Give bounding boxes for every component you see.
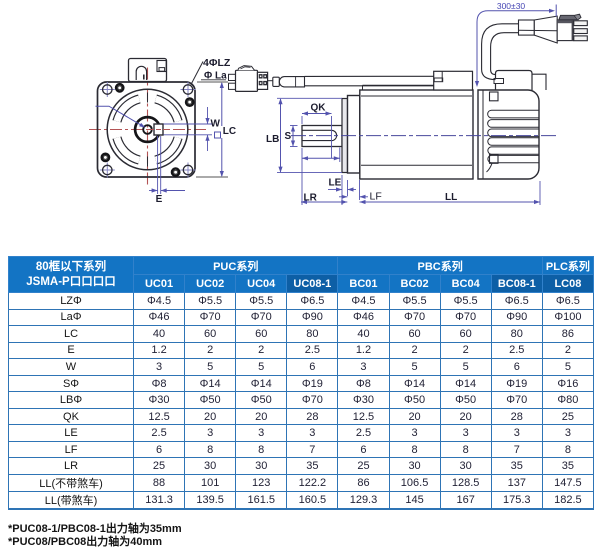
svg-text:300±30: 300±30 — [497, 1, 526, 11]
svg-text:LF: LF — [370, 191, 382, 203]
svg-text:S: S — [285, 131, 292, 142]
svg-text:E: E — [156, 194, 163, 205]
svg-text:4ΦLZ: 4ΦLZ — [203, 57, 231, 69]
svg-text:W: W — [211, 119, 221, 130]
svg-text:LL: LL — [445, 192, 457, 203]
svg-text:LB: LB — [266, 134, 279, 145]
svg-text:Φ La: Φ La — [204, 71, 227, 82]
svg-text:LR: LR — [304, 193, 318, 204]
svg-text:LE: LE — [329, 178, 342, 189]
svg-text:QK: QK — [311, 103, 327, 114]
svg-text:LC: LC — [223, 126, 236, 137]
